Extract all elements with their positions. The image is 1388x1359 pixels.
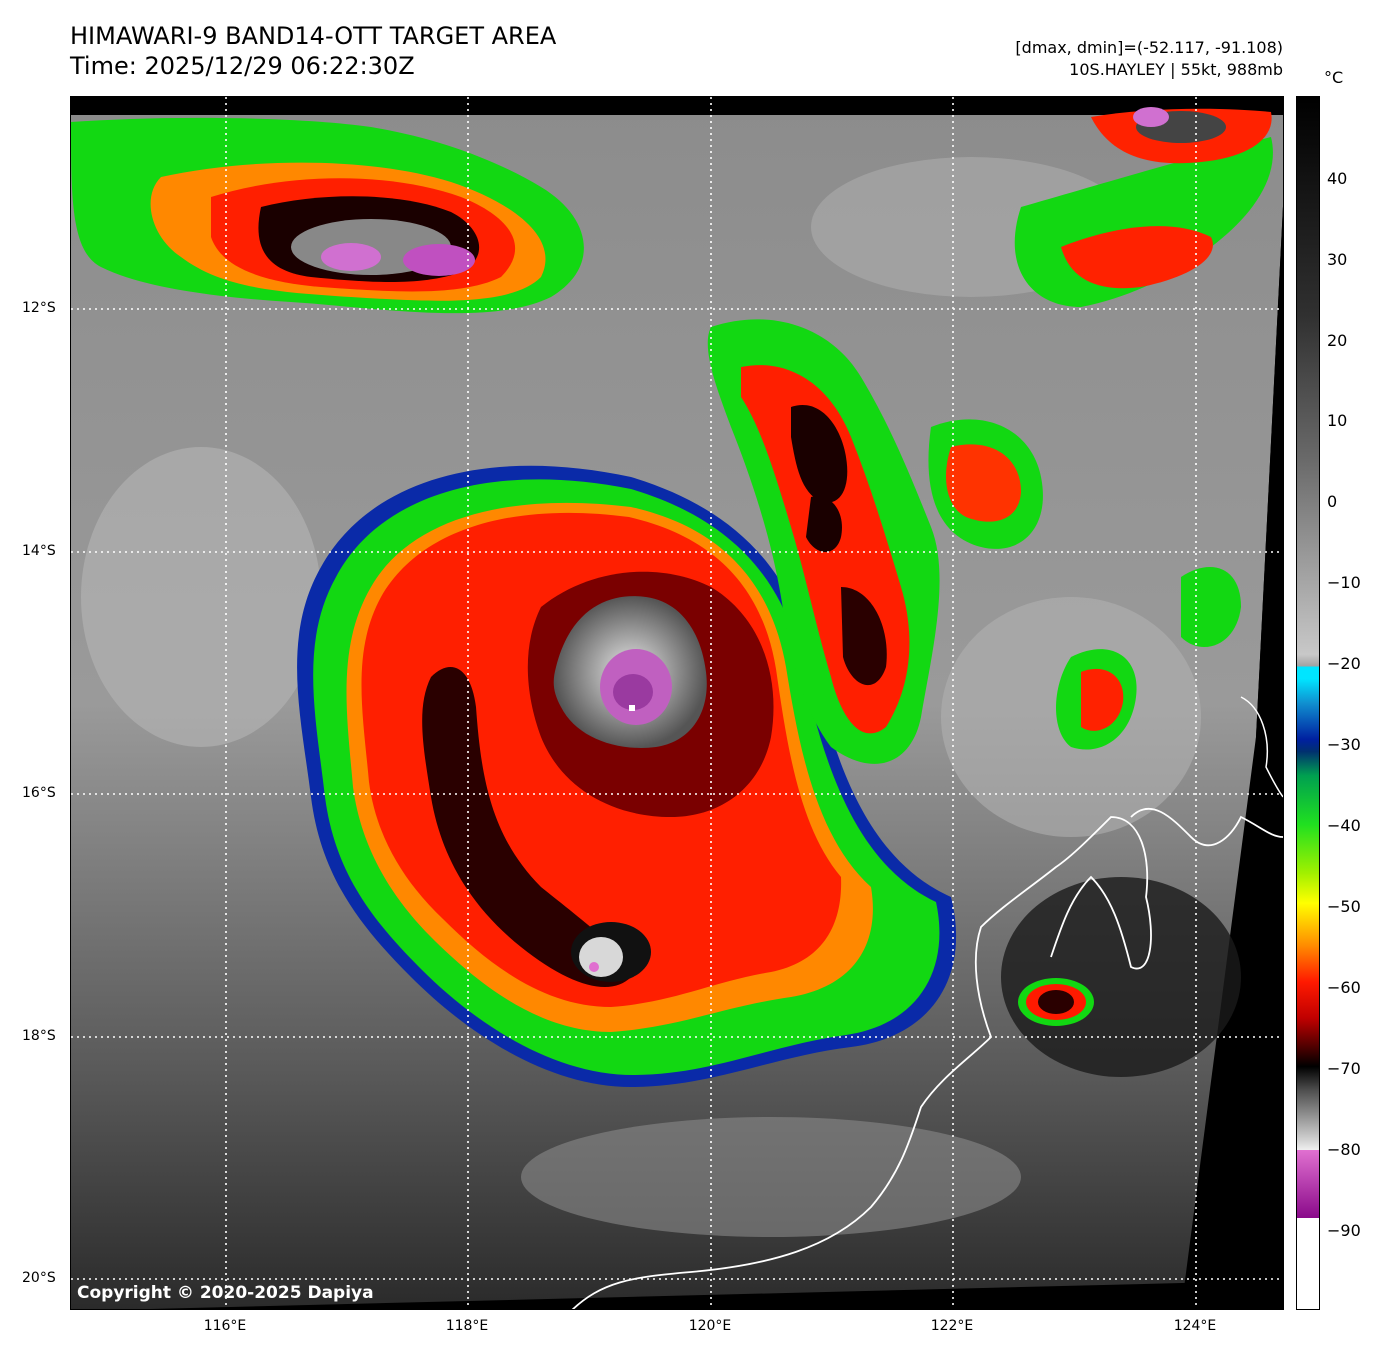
lon-label-120e: 120°E — [688, 1318, 732, 1334]
storm-info: 10S.HAYLEY | 55kt, 988mb — [1069, 60, 1283, 79]
lon-label-118e: 118°E — [445, 1318, 489, 1334]
lat-label-16s: 16°S — [22, 785, 56, 801]
colorbar-label: −10 — [1327, 573, 1361, 592]
colorbar-label: 30 — [1327, 250, 1348, 269]
colorbar-label: −40 — [1327, 816, 1361, 835]
colorbar-label: −50 — [1327, 897, 1361, 916]
lat-label-20s: 20°S — [22, 1270, 56, 1286]
colorbar-label: −20 — [1327, 654, 1361, 673]
lat-label-18s: 18°S — [22, 1028, 56, 1044]
lat-label-14s: 14°S — [22, 543, 56, 559]
colorbar-label: −30 — [1327, 735, 1361, 754]
colorbar-unit: °C — [1324, 68, 1344, 87]
lat-label-12s: 12°S — [22, 300, 56, 316]
colorbar-label: −80 — [1327, 1140, 1361, 1159]
satellite-imagery — [71, 97, 1283, 1309]
copyright-text: Copyright © 2020-2025 Dapiya — [77, 1283, 374, 1303]
colorbar-label: −70 — [1327, 1059, 1361, 1078]
colorbar-label: 10 — [1327, 411, 1348, 430]
chart-title: HIMAWARI-9 BAND14-OTT TARGET AREA — [70, 22, 557, 50]
colorbar — [1296, 96, 1320, 1310]
lon-label-124e: 124°E — [1173, 1318, 1217, 1334]
satellite-map: Copyright © 2020-2025 Dapiya — [70, 96, 1284, 1310]
colorbar-label: −60 — [1327, 978, 1361, 997]
lon-label-116e: 116°E — [203, 1318, 247, 1334]
chart-time: Time: 2025/12/29 06:22:30Z — [70, 52, 415, 80]
colorbar-label: 20 — [1327, 331, 1348, 350]
lon-label-122e: 122°E — [930, 1318, 974, 1334]
colorbar-label: −90 — [1327, 1221, 1361, 1240]
dmax-dmin-info: [dmax, dmin]=(-52.117, -91.108) — [1015, 38, 1283, 57]
colorbar-label: 0 — [1327, 492, 1338, 511]
colorbar-label: 40 — [1327, 169, 1348, 188]
